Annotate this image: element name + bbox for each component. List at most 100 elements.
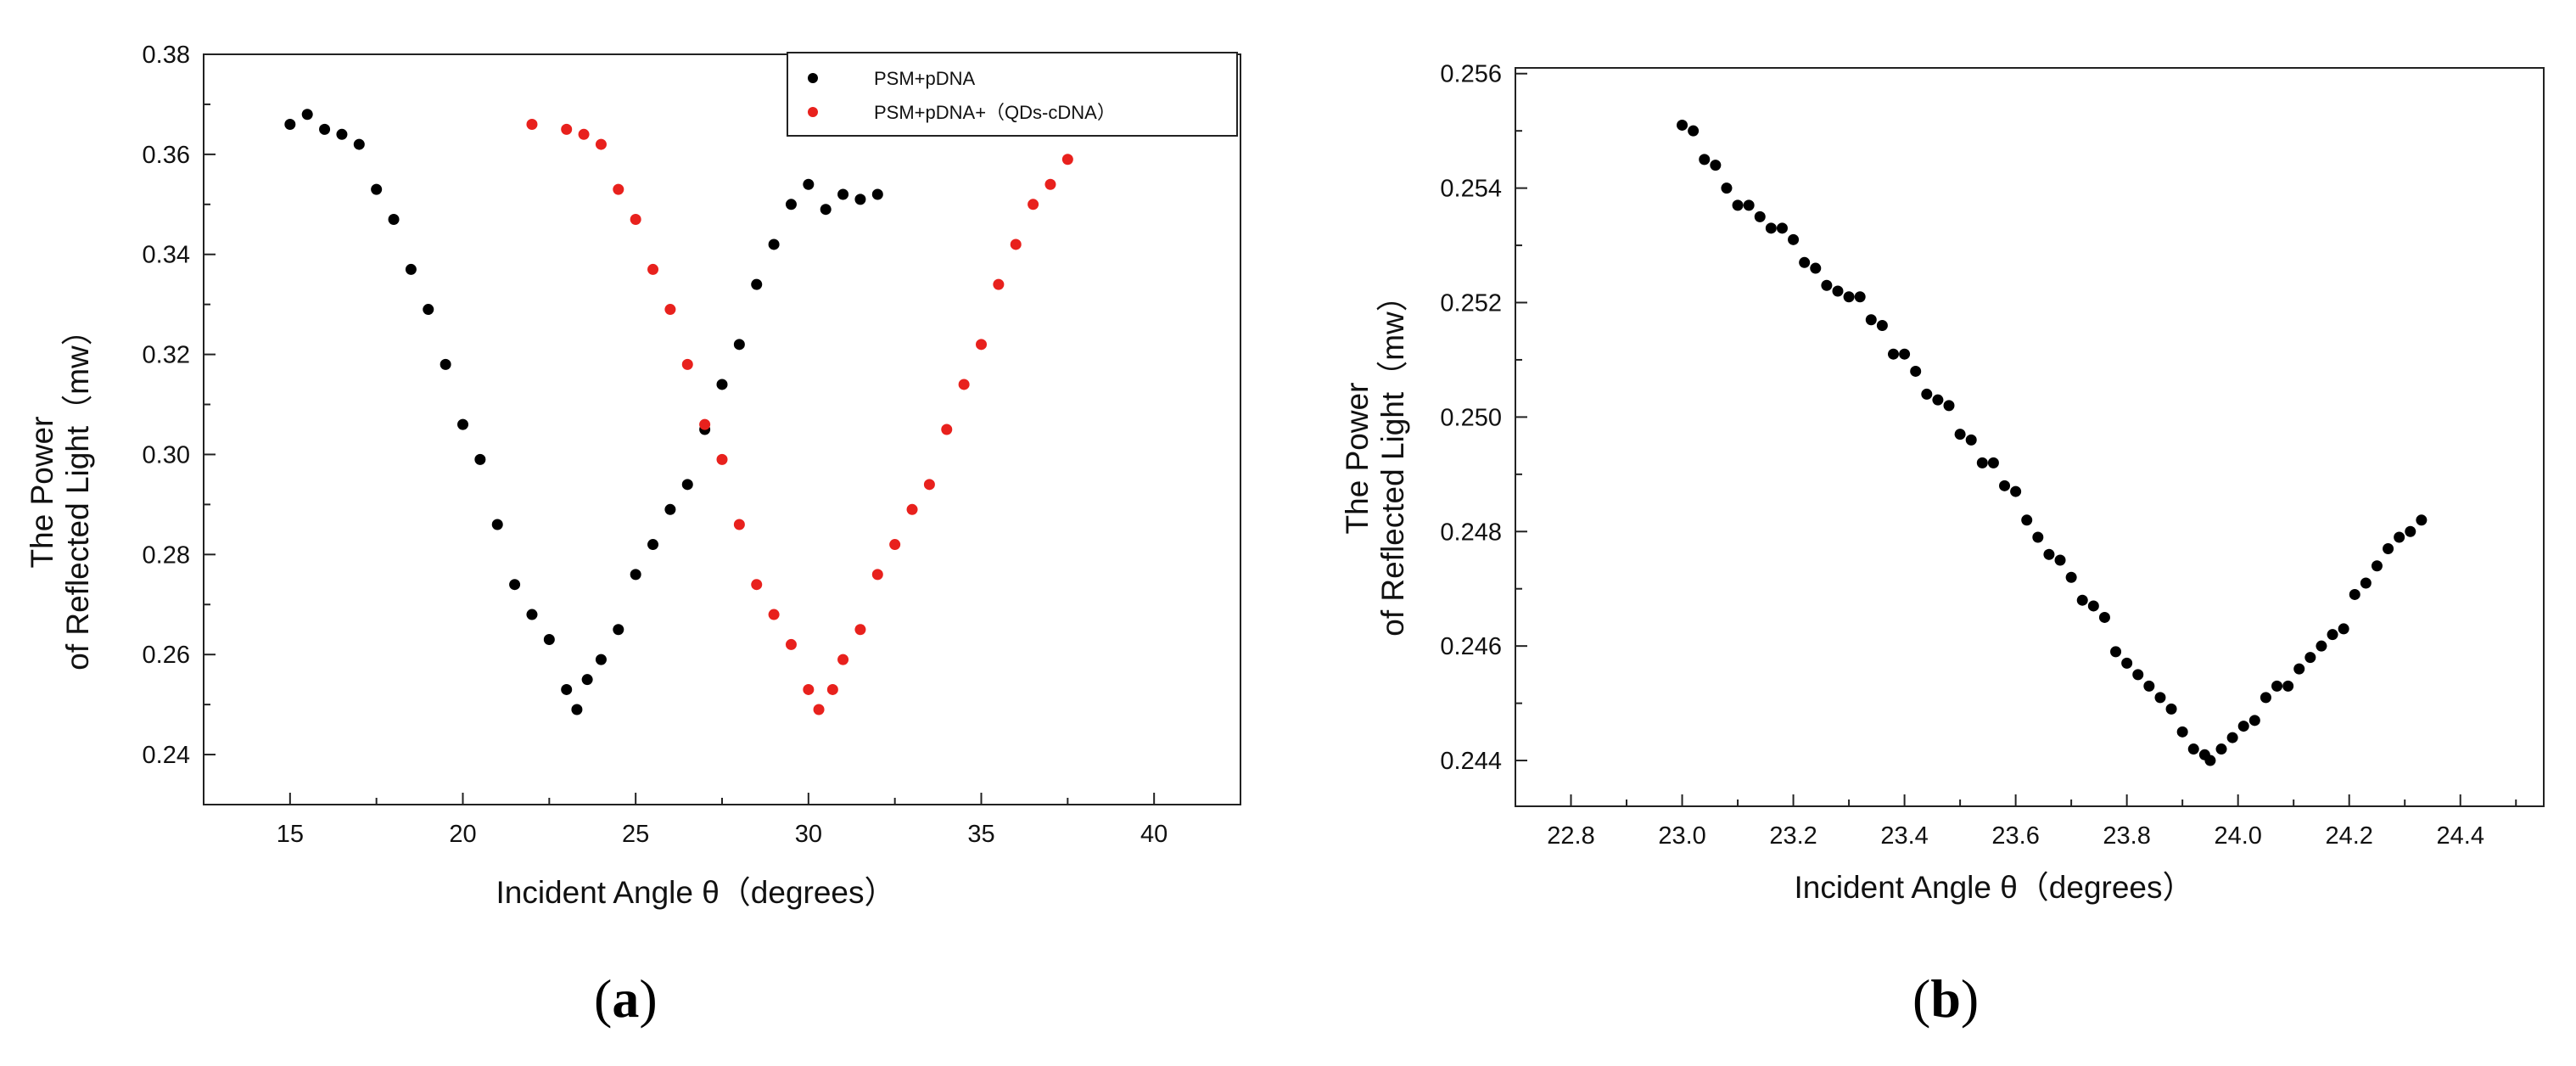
data-point-series-1 xyxy=(1810,262,1822,274)
data-point-series-1 xyxy=(1832,285,1844,297)
data-point-series-2 xyxy=(768,609,780,620)
x-tick-label: 40 xyxy=(1140,821,1168,848)
x-tick-label: 24.2 xyxy=(2325,822,2372,850)
data-point-series-1 xyxy=(2416,514,2428,526)
data-point-series-1 xyxy=(1876,319,1888,331)
panel-a-y-tick-labels: 0.24 0.26 0.28 0.30 0.32 0.34 0.36 0.38 xyxy=(143,42,190,769)
data-point-series-1 xyxy=(2338,623,2349,635)
data-point-series-1 xyxy=(2154,692,2166,704)
data-point-series-1 xyxy=(751,278,763,290)
data-point-series-1 xyxy=(2110,646,2122,658)
panel-label-a-letter: a xyxy=(612,968,640,1029)
panel-label-a-close: ) xyxy=(639,968,658,1029)
panel-label-b-open: ( xyxy=(1912,968,1931,1029)
x-tick-label: 24.0 xyxy=(2214,822,2261,850)
data-point-series-1 xyxy=(1987,457,1999,468)
data-point-series-1 xyxy=(1765,222,1777,234)
data-point-series-1 xyxy=(1976,457,1988,468)
data-point-series-1 xyxy=(647,539,659,551)
data-point-series-2 xyxy=(1010,238,1022,250)
data-point-series-2 xyxy=(733,519,745,530)
data-point-series-1 xyxy=(2282,680,2294,692)
x-tick-label: 35 xyxy=(967,821,994,848)
panel-b-data-points xyxy=(1677,119,2428,766)
data-point-series-1 xyxy=(2187,743,2199,755)
data-point-series-1 xyxy=(2043,548,2055,560)
data-point-series-1 xyxy=(2165,703,2177,715)
data-point-series-1 xyxy=(1821,279,1833,291)
legend-label-series-2: PSM+pDNA+（QDs-cDNA） xyxy=(874,102,1116,123)
legend-marker-series-2 xyxy=(808,107,818,117)
data-point-series-1 xyxy=(2098,611,2110,623)
data-point-series-1 xyxy=(423,304,434,316)
data-point-series-2 xyxy=(871,569,883,581)
data-point-series-1 xyxy=(1788,233,1800,245)
panel-a-legend: PSM+pDNA PSM+pDNA+（QDs-cDNA） xyxy=(787,52,1238,137)
data-point-series-1 xyxy=(2143,680,2155,692)
data-point-series-1 xyxy=(474,453,486,465)
data-point-series-1 xyxy=(837,188,849,200)
data-point-series-1 xyxy=(1843,291,1855,303)
data-point-series-2 xyxy=(716,453,728,465)
data-point-series-1 xyxy=(2204,755,2216,766)
data-point-series-1 xyxy=(2371,560,2383,572)
data-point-series-1 xyxy=(871,188,883,200)
data-point-series-1 xyxy=(371,183,383,195)
x-tick-label: 23.2 xyxy=(1769,822,1817,850)
data-point-series-1 xyxy=(2215,743,2227,755)
y-tick-label: 0.252 xyxy=(1440,290,1502,317)
legend-box xyxy=(787,52,1238,137)
panel-label-b-close: ) xyxy=(1960,968,1980,1029)
data-point-series-1 xyxy=(2132,669,2144,681)
x-tick-label: 15 xyxy=(277,821,304,848)
data-point-series-1 xyxy=(571,704,583,715)
x-tick-label: 23.0 xyxy=(1658,822,1705,850)
data-point-series-2 xyxy=(813,704,825,715)
data-point-series-2 xyxy=(526,119,538,131)
data-point-series-1 xyxy=(2349,588,2360,600)
data-point-series-2 xyxy=(1028,199,1039,210)
data-point-series-2 xyxy=(681,358,693,370)
data-point-series-2 xyxy=(1044,178,1056,190)
y-tick-label: 0.254 xyxy=(1440,176,1502,203)
y-tick-label: 0.248 xyxy=(1440,519,1502,546)
data-point-series-2 xyxy=(1061,154,1073,166)
data-point-series-1 xyxy=(2405,525,2416,537)
data-point-series-1 xyxy=(1799,256,1811,268)
panel-b-y-axis-title-line1: The Power xyxy=(1340,383,1375,535)
data-point-series-1 xyxy=(1721,182,1733,194)
data-point-series-1 xyxy=(2065,571,2077,583)
data-point-series-1 xyxy=(854,194,866,205)
data-point-series-1 xyxy=(1854,291,1866,303)
data-point-series-1 xyxy=(2304,652,2316,664)
panel-b-y-axis-title-line2: of Reflected Light（mw） xyxy=(1375,280,1410,637)
data-point-series-1 xyxy=(1932,394,1944,406)
data-point-series-2 xyxy=(826,683,838,695)
data-point-series-2 xyxy=(613,183,624,195)
data-point-series-1 xyxy=(595,654,607,665)
panel-b-tick-marks xyxy=(1515,72,2517,806)
y-tick-label: 0.244 xyxy=(1440,748,1502,775)
panel-label-b: (b) xyxy=(1912,968,1979,1030)
panel-b-x-axis-title: Incident Angle θ（degrees） xyxy=(1794,870,2193,905)
data-point-series-1 xyxy=(1743,199,1755,211)
data-point-series-1 xyxy=(405,263,417,275)
x-tick-label: 20 xyxy=(449,821,476,848)
data-point-series-1 xyxy=(2176,726,2188,738)
data-point-series-1 xyxy=(1754,210,1766,222)
x-tick-label: 30 xyxy=(795,821,822,848)
panel-a-x-axis-title: Incident Angle θ（degrees） xyxy=(496,875,895,910)
data-point-series-1 xyxy=(2260,692,2271,704)
data-point-series-1 xyxy=(1865,314,1877,326)
data-point-series-1 xyxy=(457,418,468,430)
data-point-series-1 xyxy=(2087,600,2099,612)
x-tick-label: 25 xyxy=(622,821,649,848)
data-point-series-1 xyxy=(2237,721,2249,732)
data-point-series-1 xyxy=(613,624,624,636)
data-point-series-1 xyxy=(630,569,641,581)
data-point-series-1 xyxy=(1677,119,1688,131)
data-point-series-2 xyxy=(906,503,918,515)
data-point-series-2 xyxy=(976,339,987,351)
panel-label-b-letter: b xyxy=(1930,968,1961,1029)
